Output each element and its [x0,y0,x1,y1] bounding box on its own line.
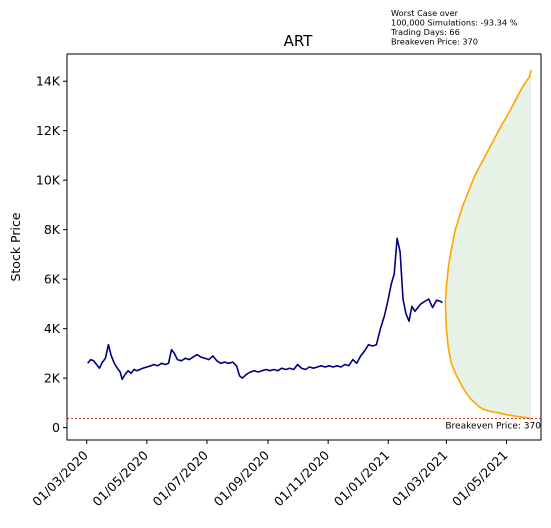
y-tick-label: 8K [44,222,61,237]
y-tick-label: 10K [36,173,61,188]
annotation-line: Worst Case over [391,8,459,18]
y-tick-label: 14K [36,74,61,89]
x-tick-label: 01/03/2020 [29,447,91,509]
simulation-lower-line [444,302,532,420]
y-tick-label: 4K [44,321,61,336]
annotation-line: 100,000 Simulations: -93.34 % [391,18,518,28]
x-tick-label: 01/03/2021 [389,448,451,510]
x-tick-label: 01/05/2020 [89,447,151,509]
historical-line [87,237,443,381]
chart-title: ART [284,32,314,50]
x-tick-label: 01/11/2020 [271,447,333,509]
y-tick-label: 0 [52,420,60,435]
simulation-upper-line [444,69,532,303]
annotation-line: Trading Days: 66 [390,27,460,37]
y-tick-label: 2K [44,371,61,386]
plot-frame [66,53,542,441]
annotation-line: Breakeven Price: 370 [391,37,478,47]
simulation-range-fill [445,70,532,420]
x-tick-label: 01/05/2021 [449,448,511,510]
y-axis-label: Stock Price [8,212,23,281]
breakeven-label: Breakeven Price: 370 [445,421,541,431]
y-tick-label: 12K [36,123,61,138]
x-tick-label: 01/07/2020 [150,447,212,509]
x-tick-label: 01/01/2021 [331,448,393,510]
x-tick-label: 01/09/2020 [211,447,273,509]
y-tick-label: 6K [44,272,61,287]
